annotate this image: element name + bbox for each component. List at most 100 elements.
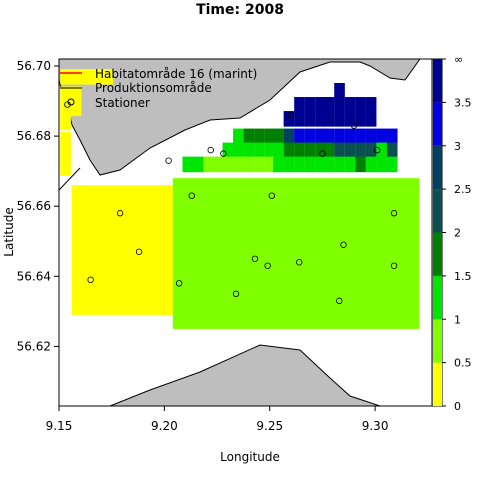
heat-cell bbox=[214, 156, 225, 173]
heat-cell bbox=[264, 128, 276, 145]
station-marker bbox=[87, 276, 94, 284]
station-marker bbox=[165, 157, 172, 164]
heat-cell bbox=[60, 86, 71, 103]
colorbar-segment bbox=[433, 145, 442, 190]
heat-cell bbox=[344, 156, 356, 173]
station-marker bbox=[116, 210, 124, 217]
colorbar-label: 0 bbox=[454, 400, 461, 413]
heat-cell bbox=[334, 83, 345, 99]
heat-cell bbox=[386, 128, 398, 145]
heat-cell bbox=[344, 128, 356, 145]
heat-cell bbox=[334, 97, 345, 113]
heat-cell bbox=[60, 160, 71, 176]
colorbar-label: 1.5 bbox=[454, 270, 472, 283]
heat-cell bbox=[304, 111, 316, 127]
heat-cell bbox=[70, 100, 82, 117]
heat-cell bbox=[70, 86, 82, 103]
heat-cell bbox=[323, 156, 335, 173]
heat-cell bbox=[386, 156, 398, 173]
heat-cell bbox=[376, 156, 387, 173]
station-marker bbox=[350, 122, 358, 129]
heat-cell bbox=[60, 100, 71, 117]
station-marker bbox=[336, 297, 343, 305]
heat-cell bbox=[315, 156, 326, 173]
x-tick-label: 9.15 bbox=[46, 419, 73, 433]
legend-label-habitat: Habitatområde 16 (marint) bbox=[95, 67, 257, 81]
heat-cell bbox=[365, 111, 377, 127]
heat-cell bbox=[323, 128, 335, 145]
heat-cell bbox=[222, 142, 234, 159]
heat-cell bbox=[334, 142, 345, 159]
heat-cell bbox=[355, 128, 366, 145]
heat-cell bbox=[273, 142, 284, 159]
heat-cell bbox=[243, 156, 255, 173]
station-marker bbox=[232, 290, 240, 298]
station-marker bbox=[319, 150, 326, 157]
heat-cell bbox=[376, 142, 387, 159]
production-area-line bbox=[58, 167, 81, 191]
heat-cell bbox=[344, 142, 356, 159]
heat-cell bbox=[254, 142, 265, 159]
station-marker bbox=[188, 192, 195, 199]
heat-cell bbox=[243, 128, 255, 145]
heat-cell bbox=[323, 111, 335, 127]
heat-cell bbox=[60, 146, 71, 162]
y-tick-label: 56.68 bbox=[17, 129, 51, 143]
station-marker bbox=[207, 146, 214, 154]
legend-label-production: Produktionsområde bbox=[95, 81, 212, 95]
colorbar-segment bbox=[433, 362, 442, 406]
heat-cell bbox=[304, 97, 316, 113]
heat-cell bbox=[91, 68, 103, 85]
heat-cell bbox=[315, 111, 326, 127]
heat-cell bbox=[283, 142, 295, 159]
heat-cell bbox=[264, 142, 276, 159]
heat-cell bbox=[355, 156, 366, 173]
heat-cell bbox=[304, 128, 316, 145]
colorbar-segment bbox=[433, 232, 442, 276]
heat-cell bbox=[294, 128, 305, 145]
heat-cell bbox=[283, 128, 295, 145]
colorbar-segment bbox=[433, 59, 442, 103]
heat-cell bbox=[294, 156, 305, 173]
y-tick-label: 56.66 bbox=[17, 199, 51, 213]
y-tick-label: 56.70 bbox=[17, 59, 51, 73]
y-tick-label: 56.64 bbox=[17, 269, 51, 283]
heat-cell bbox=[243, 142, 255, 159]
x-axis-title: Longitude bbox=[220, 450, 280, 464]
heat-cell bbox=[365, 97, 377, 113]
heat-cell bbox=[334, 156, 345, 173]
station-marker bbox=[390, 262, 398, 269]
heat-cell bbox=[294, 111, 305, 127]
heat-cell bbox=[376, 128, 387, 145]
station-marker bbox=[287, 111, 295, 119]
chart-title: Time: 2008 bbox=[196, 2, 284, 18]
heat-cell bbox=[355, 111, 366, 127]
plot-area bbox=[58, 58, 443, 407]
heat-cell bbox=[273, 128, 284, 145]
heat-cell bbox=[344, 97, 356, 113]
station-marker bbox=[220, 150, 227, 157]
heat-cell bbox=[81, 68, 92, 85]
heat-cell bbox=[182, 156, 194, 173]
heat-cell bbox=[60, 132, 71, 148]
heat-cell bbox=[294, 142, 305, 159]
heat-cell bbox=[323, 142, 335, 159]
heat-cell bbox=[315, 97, 326, 113]
station-marker bbox=[340, 241, 347, 248]
heat-cell bbox=[323, 97, 335, 113]
colorbar: 0 0.5 1 1.5 2 2.5 3 3.5 ∞ bbox=[433, 53, 472, 413]
colorbar-segment bbox=[433, 319, 442, 363]
x-axis: 9.15 9.20 9.25 9.30 bbox=[46, 406, 388, 433]
heat-cell bbox=[355, 97, 366, 113]
heat-cell bbox=[203, 156, 215, 173]
heat-cell bbox=[60, 114, 71, 131]
y-axis-title: Latitude bbox=[2, 207, 16, 256]
colorbar-label: ∞ bbox=[454, 53, 463, 66]
heat-cell bbox=[233, 156, 244, 173]
heat-cell bbox=[70, 68, 82, 85]
y-axis: 56.70 56.68 56.66 56.64 56.62 bbox=[17, 59, 59, 353]
heat-cell bbox=[283, 156, 295, 173]
colorbar-label: 1 bbox=[454, 313, 461, 326]
heat-cell bbox=[334, 128, 345, 145]
